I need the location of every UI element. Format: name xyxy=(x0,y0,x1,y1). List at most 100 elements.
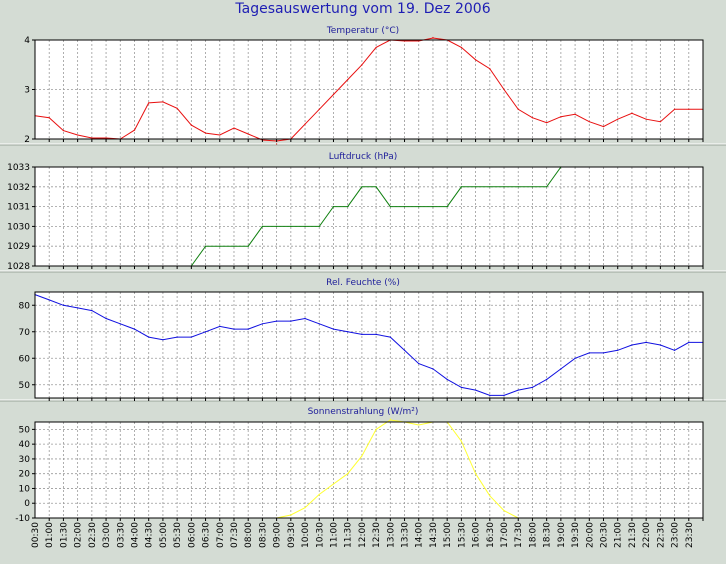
data-point-1-0-16 xyxy=(418,206,420,208)
data-point-1-0-22 xyxy=(503,186,505,188)
data-point-2-0-30 xyxy=(460,386,462,388)
ytick-label-1-3: 1031 xyxy=(7,203,30,213)
series-line-1-0 xyxy=(190,166,576,267)
data-point-0-0-44 xyxy=(659,121,661,123)
plot-frame-2 xyxy=(34,291,704,399)
ytick-label-1-0: 1028 xyxy=(7,262,30,272)
data-point-0-0-43 xyxy=(645,118,647,120)
data-point-1-0-18 xyxy=(446,206,448,208)
data-point-3-0-13 xyxy=(460,440,462,442)
data-point-0-0-45 xyxy=(673,108,676,110)
xtick-label-44: 22:30 xyxy=(656,522,666,548)
ytick-label-3-1: 0 xyxy=(24,499,30,509)
plot-area-2 xyxy=(35,292,703,398)
ytick-label-2-1: 60 xyxy=(19,354,31,364)
xtick-label-14: 07:30 xyxy=(230,522,240,548)
xtick-label-18: 09:30 xyxy=(287,522,297,548)
data-point-2-0-37 xyxy=(560,368,562,370)
data-point-0-0-20 xyxy=(318,108,320,110)
xtick-label-35: 18:00 xyxy=(528,522,538,548)
xtick-label-19: 10:00 xyxy=(301,522,311,548)
plot-frame-3 xyxy=(34,421,704,519)
data-point-0-0-19 xyxy=(304,123,306,125)
data-point-1-0-21 xyxy=(489,186,491,188)
data-point-2-0-38 xyxy=(574,357,576,359)
xtick-label-34: 17:30 xyxy=(514,522,524,548)
xtick-label-22: 11:30 xyxy=(344,522,354,548)
data-point-0-0-34 xyxy=(517,108,519,110)
data-point-0-0-17 xyxy=(276,143,278,145)
data-point-2-0-33 xyxy=(503,394,505,396)
xtick-label-17: 09:00 xyxy=(273,522,283,548)
data-point-2-0-7 xyxy=(133,328,136,330)
xtick-label-30: 15:30 xyxy=(457,522,467,548)
xtick-label-39: 20:00 xyxy=(585,522,595,548)
data-point-2-0-12 xyxy=(204,331,207,333)
data-point-0-0-32 xyxy=(489,68,491,70)
chart-panel-1: Luftdruck (hPa) 1028 1029 1030 1031 1032 1033 xyxy=(7,152,704,272)
data-point-0-0-36 xyxy=(546,122,548,124)
data-point-0-0-33 xyxy=(503,88,505,91)
chart-panel-0: Temperatur (°C) 2 3 4 xyxy=(24,26,704,145)
data-point-2-0-13 xyxy=(219,325,221,328)
data-point-2-0-9 xyxy=(162,339,164,341)
ytick-label-3-3: 20 xyxy=(19,470,31,480)
data-point-0-0-3 xyxy=(77,134,79,136)
ytick-label-0-1: 3 xyxy=(24,86,30,96)
chart-title-0: Temperatur (°C) xyxy=(326,26,399,36)
data-point-2-0-6 xyxy=(119,323,121,325)
xtick-label-4: 02:30 xyxy=(88,522,98,548)
data-point-3-0-15 xyxy=(489,495,491,497)
data-point-2-0-22 xyxy=(347,331,349,333)
xtick-label-43: 22:00 xyxy=(642,522,652,548)
data-point-1-0-24 xyxy=(531,186,534,188)
data-point-2-0-14 xyxy=(233,328,235,330)
data-point-3-0-5 xyxy=(347,473,349,475)
data-point-0-0-42 xyxy=(631,112,633,114)
data-point-0-0-24 xyxy=(375,46,377,49)
data-point-0-0-39 xyxy=(588,121,590,123)
data-point-1-0-11 xyxy=(347,206,349,208)
xtick-label-15: 08:00 xyxy=(244,522,254,548)
ytick-label-3-4: 30 xyxy=(19,455,31,465)
data-point-2-0-34 xyxy=(517,389,519,391)
data-point-2-0-5 xyxy=(105,317,107,320)
data-point-0-0-35 xyxy=(531,117,534,119)
xtick-label-41: 21:00 xyxy=(614,522,624,548)
data-point-0-0-5 xyxy=(105,137,107,139)
ytick-label-2-3: 80 xyxy=(19,301,31,311)
data-point-0-0-9 xyxy=(162,101,164,103)
ytick-label-2-0: 50 xyxy=(19,381,31,391)
data-point-1-0-15 xyxy=(403,206,406,208)
data-point-3-0-8 xyxy=(389,418,391,420)
data-point-3-0-4 xyxy=(332,483,335,485)
xtick-label-45: 23:00 xyxy=(671,522,681,548)
data-point-2-0-23 xyxy=(361,333,363,335)
data-point-2-0-27 xyxy=(418,362,420,365)
data-point-2-0-42 xyxy=(631,344,633,346)
data-point-0-0-41 xyxy=(617,118,619,120)
data-point-3-0-3 xyxy=(318,493,320,495)
data-point-1-0-25 xyxy=(546,186,548,188)
ytick-label-1-2: 1030 xyxy=(7,222,30,232)
ytick-label-2-2: 70 xyxy=(19,328,31,338)
data-point-1-0-9 xyxy=(318,225,320,227)
xtick-label-28: 14:30 xyxy=(429,522,439,548)
chart-panel-3: Sonnenstrahlung (W/m²) -10 0 10 20 30 40 50 00:3… xyxy=(15,407,704,548)
series-line-0-0 xyxy=(34,37,703,142)
data-point-2-0-11 xyxy=(190,336,192,338)
data-point-2-0-35 xyxy=(531,386,534,388)
data-point-2-0-46 xyxy=(688,341,690,343)
xtick-label-9: 05:00 xyxy=(159,522,169,548)
data-point-1-0-17 xyxy=(432,206,434,208)
data-point-2-0-19 xyxy=(304,317,306,320)
xtick-label-12: 06:30 xyxy=(202,522,212,548)
data-point-0-0-30 xyxy=(460,46,462,49)
data-point-2-0-45 xyxy=(673,349,676,351)
xtick-label-8: 04:30 xyxy=(145,522,155,548)
data-point-0-0-2 xyxy=(62,129,65,132)
xtick-label-2: 01:30 xyxy=(59,522,69,548)
xtick-label-40: 20:30 xyxy=(600,522,610,548)
xtick-label-20: 10:30 xyxy=(315,522,325,548)
ytick-label-3-0: -10 xyxy=(15,514,30,524)
